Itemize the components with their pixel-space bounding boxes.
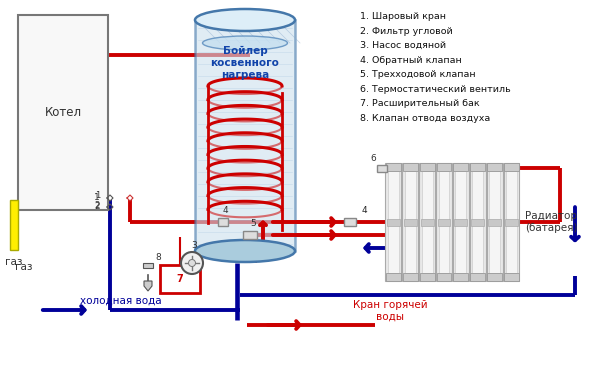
Bar (386, 273, 401, 281)
Text: 6. Термостатический вентиль: 6. Термостатический вентиль (360, 85, 511, 93)
Bar (504, 273, 519, 281)
Bar (489, 171, 500, 273)
Text: 5: 5 (250, 219, 256, 227)
Text: 7. Расширительный бак: 7. Расширительный бак (360, 99, 479, 108)
Bar (18, 15, 108, 210)
Bar (422, 171, 433, 273)
Bar (10, 200, 18, 250)
Bar (403, 163, 418, 281)
Bar (436, 163, 452, 281)
Bar (344, 218, 356, 226)
Bar (160, 265, 200, 293)
Bar (472, 171, 483, 273)
Bar (243, 231, 257, 239)
Bar (403, 163, 418, 171)
Ellipse shape (203, 36, 287, 50)
Ellipse shape (195, 9, 295, 31)
Ellipse shape (195, 240, 295, 262)
Bar (487, 163, 502, 171)
Bar (403, 273, 418, 281)
Text: 8. Клапан отвода воздуха: 8. Клапан отвода воздуха (360, 114, 490, 122)
Bar (454, 219, 467, 226)
Bar (487, 163, 503, 281)
Bar (455, 171, 466, 273)
Bar (419, 163, 435, 281)
Bar (470, 273, 485, 281)
Bar (377, 165, 387, 172)
Bar (388, 171, 399, 273)
Text: Бойлер
косвенного
нагрева: Бойлер косвенного нагрева (211, 46, 280, 80)
Text: газ: газ (5, 257, 23, 267)
Bar (143, 263, 153, 268)
Bar (470, 163, 485, 171)
Text: 5. Трехходовой клапан: 5. Трехходовой клапан (360, 70, 476, 79)
Bar (437, 219, 451, 226)
Bar (218, 218, 228, 226)
Bar (470, 163, 486, 281)
FancyArrow shape (144, 281, 152, 291)
Bar (487, 273, 502, 281)
Bar (503, 163, 520, 281)
Text: 4: 4 (361, 206, 367, 214)
Bar (472, 219, 484, 226)
Text: Котел: Котел (44, 106, 82, 119)
Bar (420, 163, 434, 171)
Text: Радиатор
(батарея): Радиатор (батарея) (525, 211, 577, 233)
Text: 2. Фильтр угловой: 2. Фильтр угловой (360, 26, 453, 36)
Text: 1: 1 (95, 190, 100, 200)
Text: 3. Насос водяной: 3. Насос водяной (360, 41, 446, 50)
Bar (195, 20, 295, 251)
Text: 7: 7 (176, 274, 184, 284)
Circle shape (181, 252, 203, 274)
Bar (437, 273, 451, 281)
Text: 8: 8 (155, 253, 161, 263)
Text: газ: газ (15, 262, 32, 272)
Bar (420, 273, 434, 281)
Bar (437, 163, 451, 171)
Bar (421, 219, 434, 226)
Text: 1: 1 (94, 193, 100, 201)
Circle shape (188, 259, 196, 266)
Bar (506, 171, 517, 273)
Text: холодная вода: холодная вода (80, 296, 161, 306)
Text: 3: 3 (191, 240, 197, 250)
Bar (439, 171, 449, 273)
Bar (488, 219, 501, 226)
Bar (404, 219, 417, 226)
Text: 1. Шаровый кран: 1. Шаровый кран (360, 12, 446, 21)
Text: 4: 4 (222, 206, 228, 214)
Bar (405, 171, 416, 273)
Bar (453, 163, 469, 281)
Bar (387, 219, 400, 226)
Bar (454, 273, 469, 281)
Text: 4. Обратный клапан: 4. Обратный клапан (360, 56, 462, 65)
Bar (505, 219, 518, 226)
Text: Кран горячей
воды: Кран горячей воды (353, 301, 427, 322)
Bar (385, 163, 401, 281)
Bar (386, 163, 401, 171)
Bar (454, 163, 469, 171)
Text: 6: 6 (370, 154, 376, 162)
Bar (504, 163, 519, 171)
Text: 2: 2 (94, 201, 100, 210)
Text: 2: 2 (95, 200, 100, 210)
